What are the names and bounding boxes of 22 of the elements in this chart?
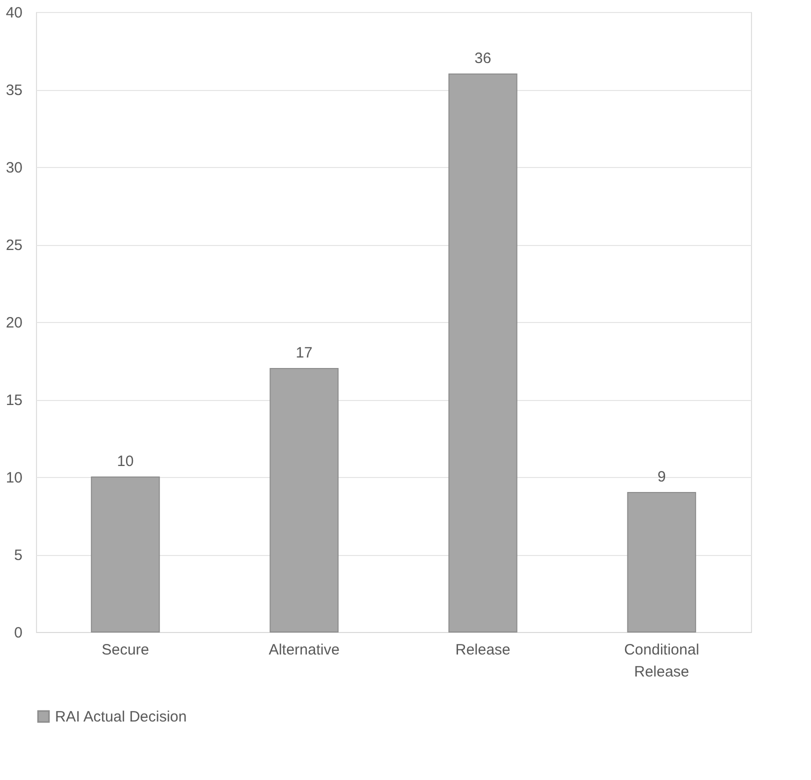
y-tick-label: 25 — [6, 237, 22, 254]
data-label: 17 — [296, 344, 312, 362]
data-label: 10 — [117, 453, 134, 470]
x-tick-label: Alternative — [268, 642, 340, 658]
x-tick-label: Secure — [102, 642, 150, 658]
y-tick-label: 35 — [6, 82, 22, 99]
y-tick-label: 10 — [6, 470, 22, 486]
data-label: 9 — [657, 468, 666, 486]
bar — [270, 368, 339, 632]
bar — [627, 492, 696, 632]
data-label: 36 — [474, 50, 492, 67]
legend-label: RAI Actual Decision — [55, 708, 187, 726]
x-tick-label: Release — [455, 642, 510, 658]
bar — [448, 74, 518, 632]
y-tick-label: 30 — [6, 160, 22, 176]
y-tick-label: 20 — [6, 314, 22, 332]
y-tick-label: 40 — [6, 4, 22, 22]
y-tick-label: 0 — [14, 624, 22, 642]
x-tick-label: Conditional Release — [624, 642, 700, 680]
y-tick-label: 5 — [14, 547, 22, 564]
y-tick-label: 15 — [6, 392, 22, 409]
bar — [90, 476, 160, 632]
